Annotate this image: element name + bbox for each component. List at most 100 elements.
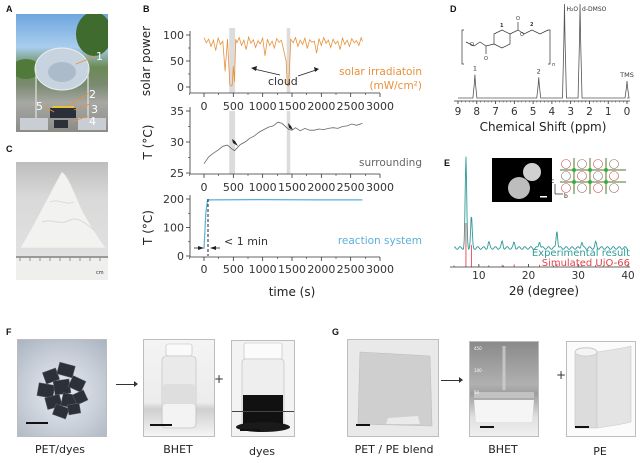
metal-node bbox=[604, 180, 608, 184]
x-tick-label: 2500 bbox=[337, 100, 365, 113]
arrowhead-f bbox=[134, 381, 138, 387]
unit-ring bbox=[593, 171, 603, 181]
callout-5: 5 bbox=[36, 100, 43, 113]
unit-ring bbox=[577, 183, 587, 193]
x-tick-label: 0 bbox=[201, 100, 208, 113]
particle bbox=[508, 177, 530, 199]
y-tick-label: 35 bbox=[170, 105, 184, 118]
cloud-arrowhead-left bbox=[251, 66, 257, 71]
x-tick-label: 8 bbox=[473, 106, 480, 118]
scale-bar bbox=[240, 429, 260, 431]
pe-film-photo bbox=[566, 341, 636, 437]
xrd-pattern-chart: c b 10 20 30 40 2θ (degree) Experimental result… bbox=[450, 156, 635, 298]
metal-node bbox=[572, 180, 576, 184]
c-axis-label: c bbox=[551, 178, 554, 185]
unit-ring bbox=[593, 159, 603, 169]
y-tick-label: 50 bbox=[170, 55, 184, 68]
experimental-series-line bbox=[454, 156, 629, 251]
bhet-vial-photo bbox=[143, 339, 215, 437]
scale-bar bbox=[575, 426, 589, 428]
x-tick-label: 0 bbox=[201, 181, 208, 194]
y-axis-label: solar power bbox=[139, 26, 153, 96]
cloud-shaded-region bbox=[229, 28, 236, 93]
x-tick-label: 3000 bbox=[366, 100, 394, 113]
legend-simulated: Simulated UiO-66 bbox=[542, 258, 630, 269]
x-tick-label: 3000 bbox=[366, 181, 394, 194]
unit-ring bbox=[561, 183, 571, 193]
panel-label-a: A bbox=[6, 4, 13, 14]
bracket-right bbox=[548, 29, 551, 65]
pet-structure-drawing: O O O O 1 2 n bbox=[461, 16, 555, 68]
panel-label-e: E bbox=[444, 158, 451, 168]
unit-ring bbox=[577, 171, 587, 181]
x-tick-label: 2000 bbox=[307, 181, 335, 194]
peak-label: d-DMSO bbox=[582, 6, 607, 13]
benzene-ring bbox=[493, 29, 511, 49]
plus-sign-f: + bbox=[214, 372, 225, 386]
unit-ring bbox=[609, 171, 619, 181]
unit-ring bbox=[593, 183, 603, 193]
bhet-beaker-photo: 450 100 50 bbox=[469, 341, 539, 437]
peak-label: 2 bbox=[537, 67, 541, 75]
panel-label-f: F bbox=[6, 327, 12, 337]
panel-label-c: C bbox=[6, 144, 13, 154]
drop-marker-2 bbox=[288, 123, 293, 130]
y-tick-label: 0 bbox=[177, 81, 184, 94]
structure-bonds bbox=[465, 22, 549, 54]
oxygen-label: O bbox=[484, 56, 488, 62]
x-tick-label: 30 bbox=[572, 270, 585, 282]
x-tick-label: 4 bbox=[549, 106, 556, 118]
solar-concentrator-photo: 1 2 3 4 5 bbox=[16, 14, 108, 132]
x-tick-label: 2 bbox=[586, 106, 593, 118]
panel-label-g: G bbox=[332, 327, 340, 337]
y-tick-label: 100 bbox=[163, 222, 184, 235]
x-tick-label: 1500 bbox=[278, 181, 306, 194]
panel-label-d: D bbox=[450, 4, 457, 14]
svg-text:100: 100 bbox=[474, 368, 482, 373]
callout-4: 4 bbox=[89, 115, 96, 128]
legend-experimental: Experimental result bbox=[532, 248, 630, 259]
scale-bar bbox=[540, 196, 547, 198]
series-line-solar bbox=[203, 35, 363, 87]
legend-label: (mW/cm²) bbox=[369, 80, 422, 92]
metal-node bbox=[572, 168, 576, 172]
legend-label: solar irradiatoin bbox=[339, 66, 422, 78]
cloud-shaded-region bbox=[286, 28, 291, 93]
bhet-beaker-drawing: 450 100 50 bbox=[474, 346, 534, 422]
series-line-surrounding bbox=[203, 121, 363, 164]
x-tick-label: 2000 bbox=[307, 263, 335, 276]
bhet-vial-drawing bbox=[161, 343, 197, 429]
y-axis-label: T (°C) bbox=[141, 125, 155, 161]
x-tick-label: 0 bbox=[624, 106, 631, 118]
callout-2: 2 bbox=[89, 88, 96, 101]
caption-pet-dyes: PET/dyes bbox=[35, 443, 85, 456]
under-one-minute-annotation: < 1 min bbox=[224, 235, 268, 248]
drop-marker-1 bbox=[232, 139, 238, 146]
caption-bhet-f: BHET bbox=[163, 443, 193, 456]
scale-bar bbox=[26, 422, 48, 424]
caption-dyes: dyes bbox=[249, 445, 275, 458]
repeat-n-label: n bbox=[552, 62, 555, 68]
x-tick-label: 3000 bbox=[366, 263, 394, 276]
callout-1: 1 bbox=[96, 50, 103, 63]
y-tick-label: 0 bbox=[177, 250, 184, 263]
y-tick-label: 25 bbox=[170, 167, 184, 180]
x-tick-label: 2500 bbox=[337, 181, 365, 194]
x-tick-label: 0 bbox=[201, 263, 208, 276]
x-tick-label: 1000 bbox=[249, 100, 277, 113]
x-tick-label: 9 bbox=[455, 106, 462, 118]
x-tick-label: 2500 bbox=[337, 263, 365, 276]
x-tick-label: 1500 bbox=[278, 100, 306, 113]
position-1-label: 1 bbox=[500, 23, 504, 29]
dyes-vial-drawing bbox=[232, 342, 294, 432]
peak-label: H₂O bbox=[566, 6, 578, 13]
pe-roll-drawing bbox=[574, 345, 632, 429]
min-arrowhead-right bbox=[210, 246, 216, 250]
svg-text:50: 50 bbox=[474, 390, 480, 395]
y-tick-label: 30 bbox=[170, 136, 184, 149]
pet-flakes-drawing bbox=[36, 361, 89, 420]
y-tick-label: 200 bbox=[163, 193, 184, 206]
